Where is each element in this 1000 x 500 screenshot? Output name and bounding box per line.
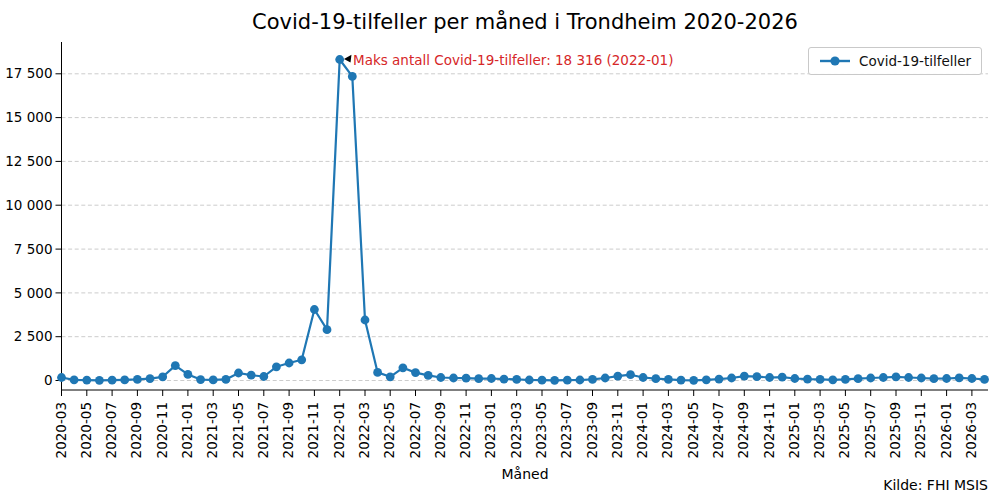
max-value-annotation: Maks antall Covid-19-tilfeller: 18 316 (…	[353, 52, 673, 68]
svg-text:2024-03: 2024-03	[659, 402, 675, 458]
svg-text:2024-11: 2024-11	[761, 402, 777, 458]
chart-plot-area: 0 2 500 5 000 7 500 10 000 12 500 15 000 17 500…	[0, 0, 1000, 500]
svg-text:2025-09: 2025-09	[887, 402, 903, 458]
svg-text:2021-09: 2021-09	[280, 402, 296, 458]
svg-text:2020-11: 2020-11	[154, 402, 170, 458]
svg-text:2025-05: 2025-05	[836, 402, 852, 458]
svg-text:2026-01: 2026-01	[938, 402, 954, 458]
figure: 0 2 500 5 000 7 500 10 000 12 500 15 000 17 500…	[0, 0, 1000, 500]
svg-text:15 000: 15 000	[5, 109, 52, 125]
svg-text:2023-03: 2023-03	[508, 402, 524, 458]
svg-text:2020-03: 2020-03	[53, 402, 69, 458]
data-points	[57, 55, 989, 385]
svg-text:2024-01: 2024-01	[634, 402, 650, 458]
svg-text:2024-09: 2024-09	[735, 402, 751, 458]
source-note: Kilde: FHI MSIS	[883, 477, 988, 493]
svg-text:2025-07: 2025-07	[862, 402, 878, 458]
data-line	[62, 60, 985, 381]
svg-text:0: 0	[44, 372, 53, 388]
gridlines	[62, 74, 989, 381]
svg-text:2020-09: 2020-09	[128, 402, 144, 458]
svg-text:2023-01: 2023-01	[482, 402, 498, 458]
svg-text:2025-11: 2025-11	[912, 402, 928, 458]
svg-text:2023-05: 2023-05	[533, 402, 549, 458]
svg-text:12 500: 12 500	[5, 153, 52, 169]
svg-text:2022-09: 2022-09	[432, 402, 448, 458]
svg-text:2023-07: 2023-07	[558, 402, 574, 458]
axes-spines	[62, 42, 989, 390]
svg-text:2021-03: 2021-03	[204, 402, 220, 458]
svg-text:2023-11: 2023-11	[609, 402, 625, 458]
svg-text:2024-05: 2024-05	[685, 402, 701, 458]
x-axis-label: Måned	[62, 466, 988, 482]
annotation-arrow-icon	[344, 55, 352, 63]
svg-text:2026-03: 2026-03	[963, 402, 979, 458]
svg-text:5 000: 5 000	[14, 285, 53, 301]
svg-text:2023-09: 2023-09	[584, 402, 600, 458]
svg-text:2022-03: 2022-03	[356, 402, 372, 458]
svg-text:2025-03: 2025-03	[811, 402, 827, 458]
svg-text:2020-07: 2020-07	[103, 402, 119, 458]
svg-text:2021-07: 2021-07	[255, 402, 271, 458]
svg-text:2022-07: 2022-07	[407, 402, 423, 458]
svg-text:17 500: 17 500	[5, 65, 52, 81]
svg-text:10 000: 10 000	[5, 197, 52, 213]
legend-line-marker-icon	[819, 55, 851, 67]
svg-text:2024-07: 2024-07	[710, 402, 726, 458]
svg-text:2022-01: 2022-01	[331, 402, 347, 458]
svg-text:2020-05: 2020-05	[78, 402, 94, 458]
y-axis-ticks: 0 2 500 5 000 7 500 10 000 12 500 15 000 17 500	[5, 65, 61, 388]
x-axis-ticks: 2020-03 2020-05 2020-07 2020-09 2020-11 2021-…	[53, 390, 979, 458]
svg-text:2021-01: 2021-01	[179, 402, 195, 458]
svg-text:2025-01: 2025-01	[786, 402, 802, 458]
legend-box: Covid-19-tilfeller	[808, 47, 982, 75]
legend-label: Covid-19-tilfeller	[859, 53, 971, 69]
svg-text:2022-11: 2022-11	[457, 402, 473, 458]
svg-text:2021-05: 2021-05	[230, 402, 246, 458]
svg-text:2022-05: 2022-05	[381, 402, 397, 458]
svg-text:2021-11: 2021-11	[305, 402, 321, 458]
svg-text:7 500: 7 500	[14, 241, 53, 257]
chart-title: Covid-19-tilfeller per måned i Trondheim…	[62, 10, 988, 34]
svg-text:2 500: 2 500	[14, 328, 53, 344]
